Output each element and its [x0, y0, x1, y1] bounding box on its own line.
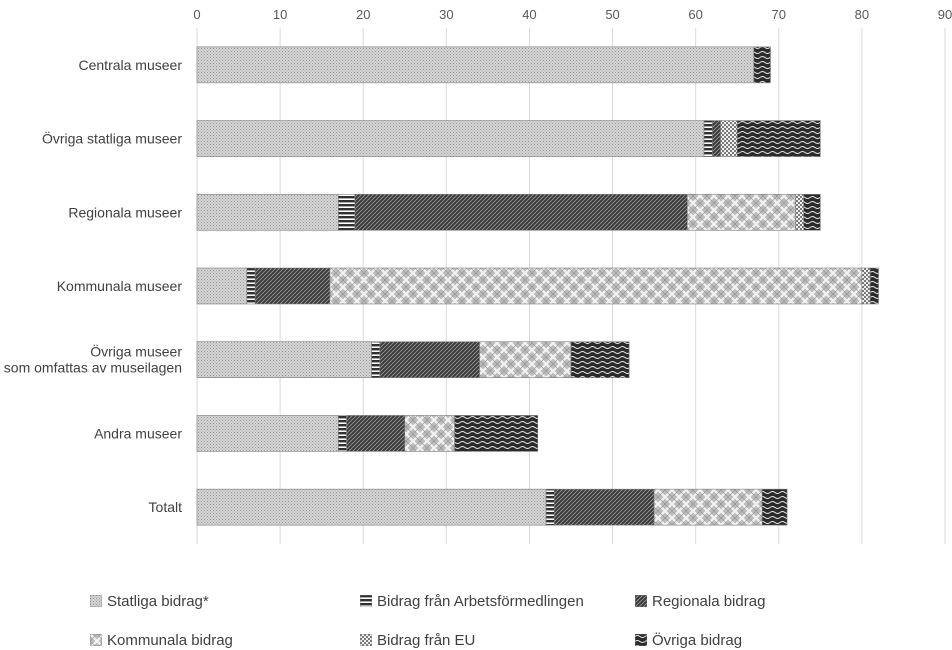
bar-andra-museer-regionala-bidrag [346, 415, 406, 452]
bar-andra-museer-statliga-bidrag [196, 415, 339, 452]
bar-övriga-museer-som-omfattas-av-museilagen-kommunala-bidrag [479, 341, 572, 379]
x-tick-label-80: 80 [855, 7, 869, 22]
bar-totalt-regionala-bidrag [554, 488, 655, 526]
x-tick-label-30: 30 [439, 7, 453, 22]
x-tick-label-50: 50 [605, 7, 619, 22]
bar-kommunala-museer-övriga-bidrag [869, 267, 879, 305]
bar-regionala-museer-kommunala-bidrag [687, 193, 796, 231]
bar-totalt-övriga-bidrag [761, 488, 788, 526]
bar-totalt-statliga-bidrag [196, 488, 547, 526]
category-label-centrala-museer: Centrala museer [79, 57, 183, 73]
x-tick-label-60: 60 [688, 7, 702, 22]
category-label-totalt: Totalt [149, 499, 183, 515]
bar-övriga-statliga-museer-statliga-bidrag [196, 120, 705, 157]
bars [196, 46, 879, 526]
bar-regionala-museer-bidrag-från-arbetsförmedlingen [337, 193, 356, 231]
bar-regionala-museer-statliga-bidrag [196, 193, 339, 231]
bar-kommunala-museer-regionala-bidrag [254, 267, 331, 305]
bar-regionala-museer-övriga-bidrag [803, 193, 821, 231]
bar-andra-museer-bidrag-från-arbetsförmedlingen [337, 415, 347, 452]
x-tick-label-10: 10 [273, 7, 287, 22]
bar-andra-museer-övriga-bidrag [454, 415, 539, 452]
bar-övriga-museer-som-omfattas-av-museilagen-övriga-bidrag [570, 341, 630, 379]
x-tick-label-90: 90 [938, 7, 952, 22]
bar-övriga-statliga-museer-bidrag-från-eu [720, 120, 738, 157]
bar-andra-museer-kommunala-bidrag [404, 415, 455, 452]
bar-kommunala-museer-bidrag-från-eu [861, 267, 871, 305]
x-tick-label-70: 70 [772, 7, 786, 22]
bar-kommunala-museer-kommunala-bidrag [329, 267, 863, 305]
x-axis-ticks: 0 10 20 30 40 50 60 70 80 90 [193, 7, 952, 22]
bar-regionala-museer-regionala-bidrag [354, 193, 688, 231]
bar-övriga-statliga-museer-regionala-bidrag [711, 120, 721, 157]
category-label-övriga-museer-som-omfattas-av-museilagen: Övriga museer som omfattas av museilagen [4, 343, 183, 376]
category-label-kommunala-museer: Kommunala museer [57, 278, 183, 294]
bar-övriga-museer-som-omfattas-av-museilagen-regionala-bidrag [379, 341, 480, 379]
bar-totalt-bidrag-från-arbetsförmedlingen [545, 488, 555, 526]
category-label-andra-museer: Andra museer [94, 425, 182, 441]
bar-kommunala-museer-statliga-bidrag [196, 267, 248, 305]
bar-regionala-museer-bidrag-från-eu [795, 193, 805, 231]
bar-centrala-museer-statliga-bidrag [196, 46, 755, 84]
x-tick-label-40: 40 [522, 7, 536, 22]
bar-övriga-statliga-museer-bidrag-från-arbetsförmedlingen [703, 120, 713, 157]
bar-kommunala-museer-bidrag-från-arbetsförmedlingen [246, 267, 256, 305]
bar-centrala-museer-övriga-bidrag [753, 46, 771, 84]
category-label-övriga-statliga-museer: Övriga statliga museer [42, 130, 182, 147]
category-label-regionala-museer: Regionala museer [68, 204, 182, 220]
x-tick-label-20: 20 [356, 7, 370, 22]
bar-totalt-kommunala-bidrag [653, 488, 763, 526]
bar-övriga-museer-som-omfattas-av-museilagen-bidrag-från-arbetsförmedlingen [371, 341, 381, 379]
x-tick-label-0: 0 [193, 7, 200, 22]
category-labels: Centrala museer Övriga statliga museer Reg… [4, 57, 183, 515]
bar-övriga-museer-som-omfattas-av-museilagen-statliga-bidrag [196, 341, 372, 379]
bar-övriga-statliga-museer-övriga-bidrag [736, 120, 821, 157]
